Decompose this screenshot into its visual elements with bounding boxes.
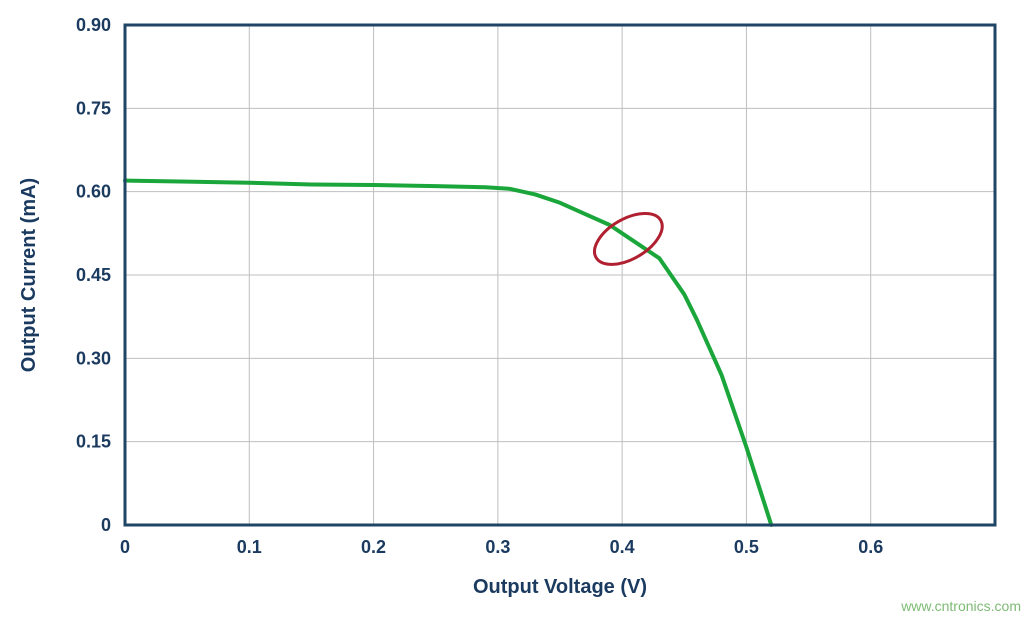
y-tick-label: 0.30: [76, 348, 111, 368]
x-tick-label: 0.6: [858, 537, 883, 557]
y-tick-label: 0: [101, 515, 111, 535]
y-tick-label: 0.60: [76, 182, 111, 202]
iv-curve-chart: 00.10.20.30.40.50.600.150.300.450.600.75…: [0, 0, 1031, 626]
y-tick-label: 0.75: [76, 98, 111, 118]
chart-container: 00.10.20.30.40.50.600.150.300.450.600.75…: [0, 0, 1031, 626]
y-tick-label: 0.90: [76, 15, 111, 35]
y-axis-label: Output Current (mA): [18, 178, 40, 372]
x-tick-label: 0.5: [734, 537, 759, 557]
y-tick-label: 0.45: [76, 265, 111, 285]
x-tick-label: 0: [120, 537, 130, 557]
x-tick-label: 0.4: [610, 537, 635, 557]
x-tick-label: 0.1: [237, 537, 262, 557]
watermark-text: www.cntronics.com: [901, 598, 1021, 614]
x-tick-label: 0.2: [361, 537, 386, 557]
x-axis-label: Output Voltage (V): [473, 576, 647, 598]
y-tick-label: 0.15: [76, 432, 111, 452]
x-tick-label: 0.3: [485, 537, 510, 557]
